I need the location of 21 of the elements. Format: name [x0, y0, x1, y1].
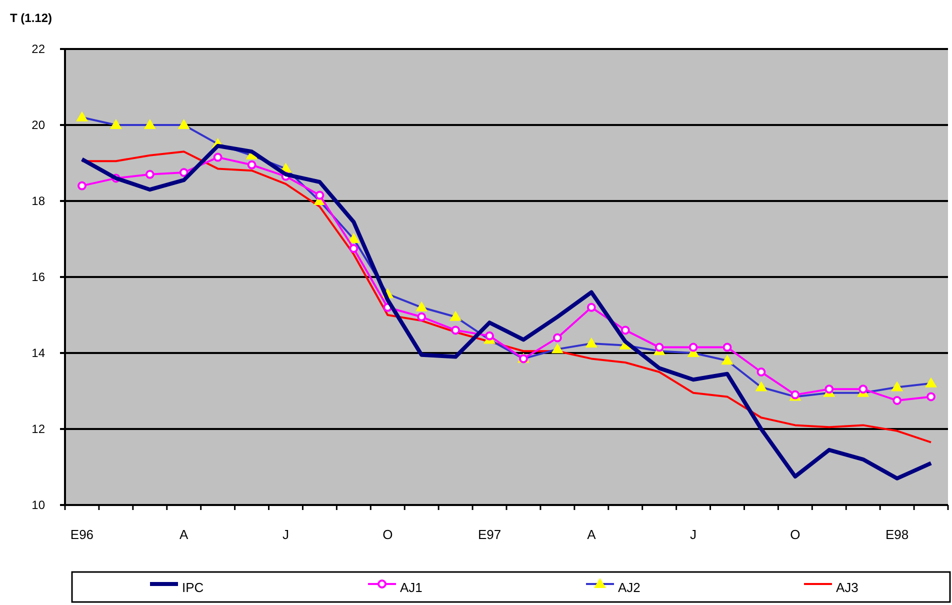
y-tick-label: 12 — [32, 422, 46, 436]
x-tick-label: J — [690, 527, 697, 542]
y-tick-label: 16 — [32, 270, 46, 284]
y-tick-label: 22 — [32, 42, 46, 56]
y-tick-label: 10 — [32, 498, 46, 512]
legend-label: AJ1 — [400, 580, 422, 595]
x-tick-label: A — [180, 527, 189, 542]
legend-label: AJ2 — [618, 580, 640, 595]
x-tick-label: O — [790, 527, 800, 542]
x-tick-label: O — [382, 527, 393, 542]
x-tick-label: E98 — [885, 527, 909, 542]
x-tick-label: J — [282, 527, 289, 542]
legend-label: AJ3 — [836, 580, 858, 595]
y-tick-label: 14 — [32, 346, 46, 360]
y-tick-label: 20 — [32, 118, 46, 132]
x-tick-label: A — [587, 527, 596, 542]
y-axis-title: T (1.12) — [10, 11, 52, 25]
x-tick-label: E97 — [478, 527, 502, 542]
legend-label: IPC — [182, 580, 204, 595]
x-tick-label: E96 — [70, 527, 94, 542]
y-tick-label: 18 — [32, 194, 46, 208]
